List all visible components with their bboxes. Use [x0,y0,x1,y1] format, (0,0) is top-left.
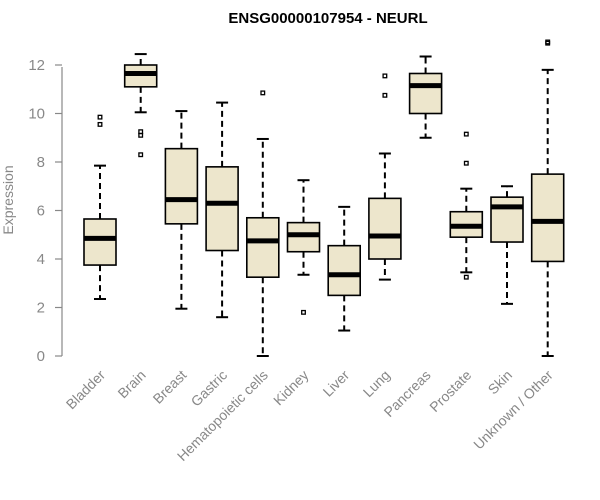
outlier-point [463,131,469,137]
outlier-point [463,160,469,166]
iqr-box [327,244,362,297]
box-lung [368,73,402,281]
outlier-point [382,92,388,98]
iqr-box [408,72,443,115]
iqr-box [530,173,565,263]
iqr-box [164,147,199,225]
iqr-box [368,197,402,260]
y-tick-label: 6 [37,203,45,220]
y-tick-label: 2 [37,300,45,317]
x-category-label: Prostate [426,367,474,415]
outlier-point [301,309,306,315]
y-axis-title: Expression [0,165,16,234]
box-gastric [205,101,239,319]
outlier-point [138,152,144,158]
x-category-label: Brain [114,367,148,401]
outlier-point [463,274,469,280]
iqr-box [246,216,280,278]
outlier-point [382,73,388,79]
y-axis-ticks: 0 2 4 6 8 10 12 [28,57,62,365]
x-category-label: Lung [360,367,393,400]
y-tick-label: 10 [28,106,45,123]
outlier-point [97,121,103,127]
iqr-box [83,218,117,266]
iqr-box [205,166,239,252]
y-tick-label: 4 [37,251,45,268]
x-category-label: Skin [485,367,516,398]
y-tick-label: 12 [28,57,45,74]
box-hematopoietic-cells [246,90,280,357]
box-prostate [449,131,484,280]
box-breast [164,110,199,310]
y-tick-label: 0 [37,348,45,365]
box-bladder [83,114,117,301]
chart-title: ENSG00000107954 - NEURL [228,10,427,27]
outlier-point [97,114,103,120]
outlier-point [260,90,266,96]
box-skin [490,185,524,305]
box-kidney [286,179,321,315]
x-category-label: Liver [320,367,353,400]
box-liver [327,205,362,332]
outlier-point [138,129,144,135]
outlier-point [545,39,551,45]
iqr-box [490,196,524,243]
x-category-label: Bladder [63,367,109,413]
x-category-label: Kidney [270,367,312,409]
box-unknown-other [530,39,565,357]
box-brain [123,53,158,158]
y-tick-label: 8 [37,154,45,171]
x-category-label: Breast [150,367,190,407]
box-pancreas [408,55,443,139]
box-series [83,39,565,357]
